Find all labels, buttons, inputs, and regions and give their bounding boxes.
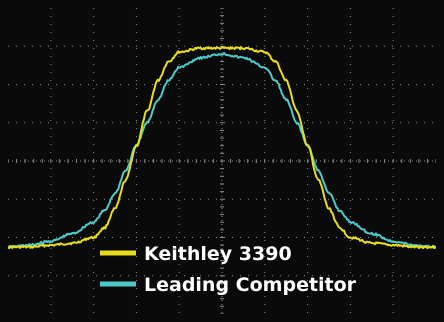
series-line-keithley — [8, 46, 436, 250]
series-layer — [8, 46, 436, 250]
legend: Keithley 3390 Leading Competitor — [100, 243, 357, 296]
legend-label-competitor: Leading Competitor — [144, 274, 357, 296]
series-line-competitor — [8, 52, 436, 249]
legend-label-keithley: Keithley 3390 — [144, 243, 292, 265]
graticule-grid — [8, 8, 436, 314]
waveform-plot: Keithley 3390 Leading Competitor — [8, 8, 436, 314]
